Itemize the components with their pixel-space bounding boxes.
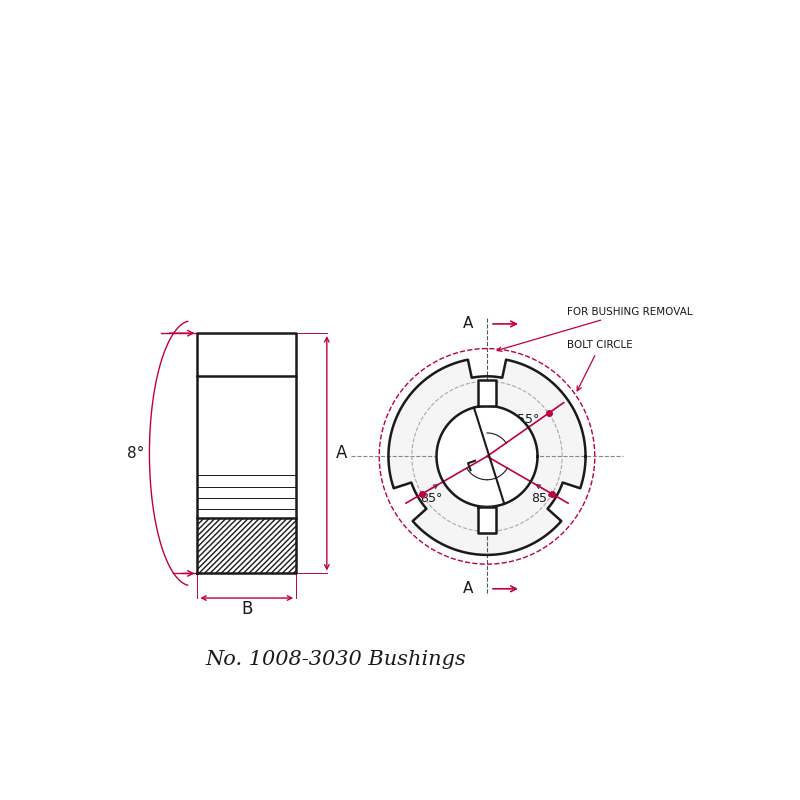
Polygon shape [478, 380, 496, 406]
Polygon shape [437, 406, 538, 507]
Text: A: A [463, 582, 474, 596]
Text: B: B [241, 600, 253, 618]
Text: BOLT CIRCLE: BOLT CIRCLE [567, 341, 633, 390]
Text: 85°: 85° [531, 492, 554, 505]
Text: 8°: 8° [127, 446, 145, 461]
Text: A: A [463, 317, 474, 331]
Text: 85°: 85° [420, 492, 442, 505]
Text: FOR BUSHING REMOVAL: FOR BUSHING REMOVAL [497, 306, 693, 351]
Text: No. 1008-3030 Bushings: No. 1008-3030 Bushings [206, 650, 466, 669]
Text: A: A [336, 444, 347, 462]
Bar [198, 518, 296, 574]
Polygon shape [478, 507, 496, 533]
Polygon shape [389, 360, 586, 555]
Text: 55°: 55° [517, 413, 539, 426]
